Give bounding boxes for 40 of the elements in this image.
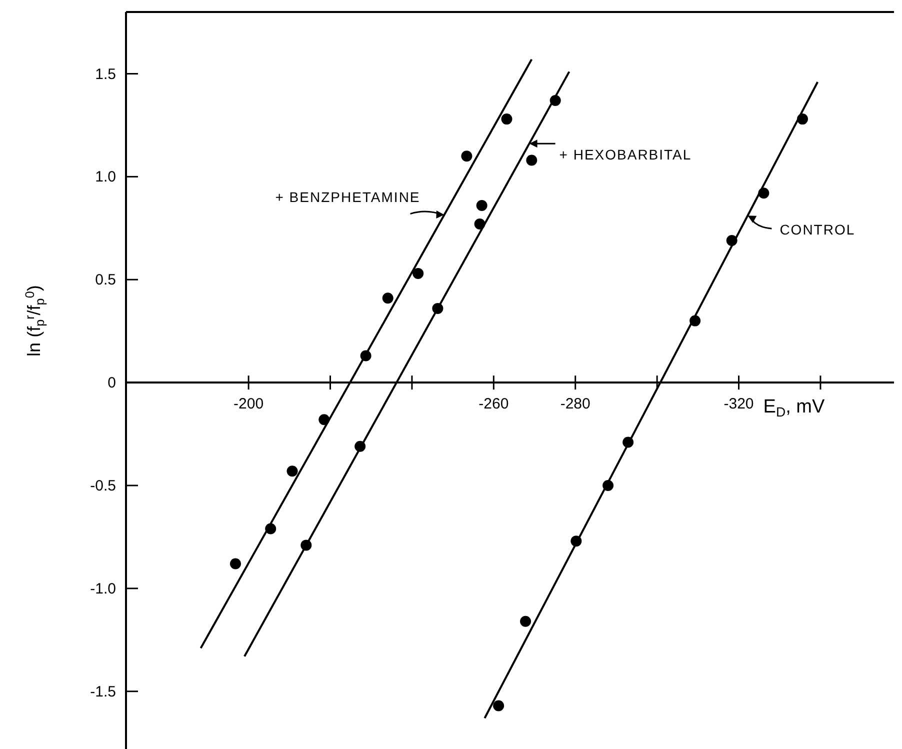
- point: [461, 150, 472, 162]
- y-tick-label: -0.5: [90, 477, 116, 494]
- point: [230, 558, 241, 570]
- point: [622, 436, 634, 448]
- series-label: + HEXOBARBITAL: [559, 146, 692, 163]
- point: [265, 523, 276, 534]
- point: [602, 480, 614, 491]
- legend-label: CONTROL: [780, 222, 856, 238]
- point: [286, 466, 298, 477]
- point: [758, 188, 770, 199]
- point: [520, 616, 532, 627]
- point: [526, 154, 538, 166]
- x-tick-label: -280: [560, 396, 590, 413]
- point: [726, 235, 738, 246]
- series-label: + BENZPHETAMINE: [275, 188, 420, 205]
- point: [501, 114, 512, 125]
- point: [432, 302, 444, 314]
- point: [354, 440, 366, 452]
- point: [318, 414, 330, 426]
- point: [360, 350, 372, 362]
- y-tick-label: 0.5: [95, 272, 116, 289]
- y-tick-label: 1.5: [95, 66, 116, 83]
- point: [382, 292, 394, 304]
- x-tick-label: -320: [724, 396, 754, 413]
- x-axis-title: E$_{D}$, mV: [763, 396, 825, 420]
- y-tick-label: 1.0: [95, 168, 116, 186]
- x-tick-label: -260: [478, 396, 509, 413]
- x-tick-label: -200: [234, 396, 264, 413]
- point: [796, 114, 808, 125]
- point: [493, 700, 504, 712]
- y-tick-label: -1.0: [90, 580, 116, 598]
- point: [690, 315, 701, 326]
- y-tick-label: 0: [108, 374, 116, 392]
- point: [412, 268, 424, 279]
- y-tick-label: -1.5: [90, 683, 116, 700]
- point: [300, 540, 312, 551]
- point: [476, 200, 488, 212]
- point: [550, 95, 561, 106]
- point: [570, 536, 582, 547]
- point: [474, 218, 486, 230]
